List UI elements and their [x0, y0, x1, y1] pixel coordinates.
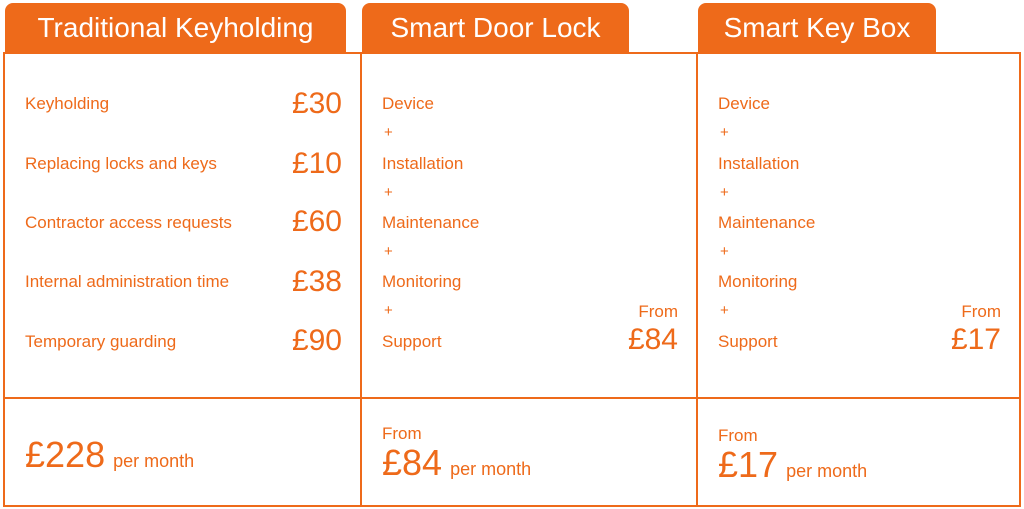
row-label-keyholding: Keyholding	[25, 94, 110, 113]
from-label: From	[638, 302, 678, 321]
plus-sign: +	[720, 243, 729, 260]
row-label-contractor: Contractor access requests	[25, 213, 232, 232]
plus-sign: +	[384, 302, 393, 319]
item-installation: Installation	[382, 154, 464, 173]
item-maintenance: Maintenance	[382, 213, 480, 232]
row-label-admin: Internal administration time	[25, 272, 230, 291]
smart-lock-panel: Device + Installation + Maintenance + Mo…	[360, 52, 698, 507]
plus-sign: +	[384, 124, 393, 141]
smart-box-panel: Device + Installation + Maintenance + Mo…	[696, 52, 1021, 507]
divider	[5, 397, 360, 399]
from-price: £84	[627, 323, 678, 356]
item-monitoring: Monitoring	[382, 272, 462, 291]
divider	[362, 397, 696, 399]
total-price: £228 per month	[25, 434, 194, 476]
row-price-admin: £38	[291, 265, 342, 298]
tab-traditional-keyholding: Traditional Keyholding	[5, 3, 346, 53]
per-month-label: per month	[113, 451, 195, 471]
per-month-label: per month	[450, 459, 532, 479]
total-amount: £228	[25, 434, 106, 475]
row-price-contractor: £60	[291, 205, 342, 238]
tab-smart-key-box: Smart Key Box	[698, 3, 936, 53]
item-installation: Installation	[718, 154, 800, 173]
bottom-from-label: From	[718, 426, 758, 445]
row-label-locks: Replacing locks and keys	[25, 154, 217, 173]
from-label: From	[961, 302, 1001, 321]
item-device: Device	[718, 94, 770, 113]
plus-sign: +	[720, 184, 729, 201]
bottom-from-label: From	[382, 424, 422, 443]
from-price: £17	[950, 323, 1001, 356]
item-maintenance: Maintenance	[718, 213, 816, 232]
item-support: Support	[382, 332, 442, 351]
item-monitoring: Monitoring	[718, 272, 798, 291]
total-price: £84 per month	[382, 442, 531, 484]
row-label-guarding: Temporary guarding	[25, 332, 177, 351]
total-amount: £84	[382, 442, 443, 483]
row-price-locks: £10	[291, 147, 342, 180]
plus-sign: +	[384, 243, 393, 260]
item-support: Support	[718, 332, 778, 351]
per-month-label: per month	[786, 461, 868, 481]
plus-sign: +	[720, 124, 729, 141]
total-price: £17 per month	[718, 444, 867, 486]
item-device: Device	[382, 94, 434, 113]
divider	[698, 397, 1019, 399]
row-price-guarding: £90	[291, 324, 342, 357]
plus-sign: +	[720, 302, 729, 319]
total-amount: £17	[718, 444, 779, 485]
plus-sign: +	[384, 184, 393, 201]
row-price-keyholding: £30	[291, 87, 342, 120]
traditional-panel: Keyholding £30 Replacing locks and keys …	[3, 52, 362, 507]
tab-smart-door-lock: Smart Door Lock	[362, 3, 629, 53]
